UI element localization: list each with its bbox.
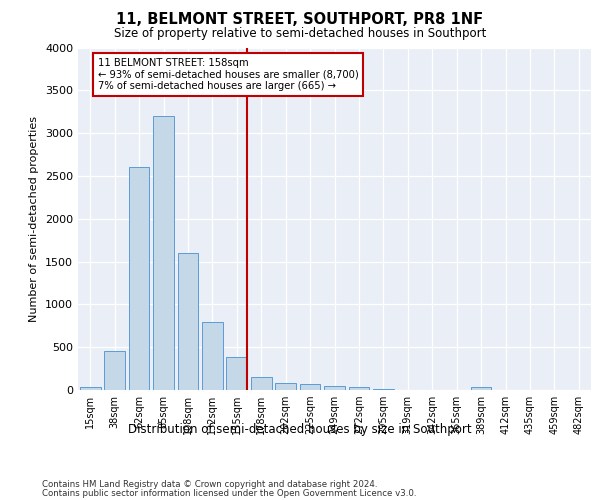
- Bar: [251, 377, 272, 390]
- Text: Distribution of semi-detached houses by size in Southport: Distribution of semi-detached houses by …: [128, 422, 472, 436]
- Bar: [226, 356, 247, 390]
- Bar: [470, 388, 491, 390]
- Text: 11 BELMONT STREET: 158sqm
← 93% of semi-detached houses are smaller (8,700)
7% o: 11 BELMONT STREET: 158sqm ← 93% of semi-…: [98, 58, 358, 91]
- Bar: [349, 388, 370, 390]
- Bar: [324, 386, 345, 390]
- Bar: [202, 322, 223, 390]
- Text: Contains public sector information licensed under the Open Government Licence v3: Contains public sector information licen…: [42, 488, 416, 498]
- Text: Size of property relative to semi-detached houses in Southport: Size of property relative to semi-detach…: [114, 28, 486, 40]
- Text: Contains HM Land Registry data © Crown copyright and database right 2024.: Contains HM Land Registry data © Crown c…: [42, 480, 377, 489]
- Bar: [275, 383, 296, 390]
- Bar: [153, 116, 174, 390]
- Bar: [128, 168, 149, 390]
- Bar: [299, 384, 320, 390]
- Bar: [80, 388, 101, 390]
- Bar: [373, 389, 394, 390]
- Bar: [104, 352, 125, 390]
- Y-axis label: Number of semi-detached properties: Number of semi-detached properties: [29, 116, 40, 322]
- Text: 11, BELMONT STREET, SOUTHPORT, PR8 1NF: 11, BELMONT STREET, SOUTHPORT, PR8 1NF: [116, 12, 484, 28]
- Bar: [178, 253, 199, 390]
